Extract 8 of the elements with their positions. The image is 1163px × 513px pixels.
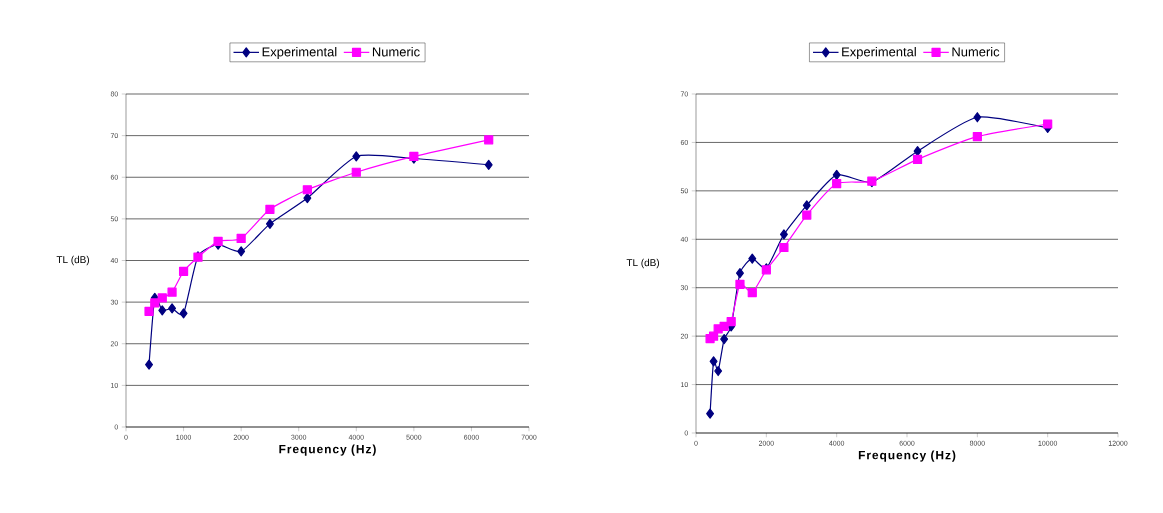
x-axis-title: Frequency (Hz): [858, 450, 956, 462]
legend-label: Numeric: [952, 46, 1000, 57]
y-axis-title: TL (dB): [626, 258, 660, 269]
legend-label: Numeric: [372, 46, 420, 57]
y-axis-title: TL (dB): [56, 255, 90, 266]
x-axis-title: Frequency (Hz): [279, 444, 376, 456]
legend-label: Experimental: [262, 46, 337, 59]
legend-label: Experimental: [842, 46, 916, 59]
